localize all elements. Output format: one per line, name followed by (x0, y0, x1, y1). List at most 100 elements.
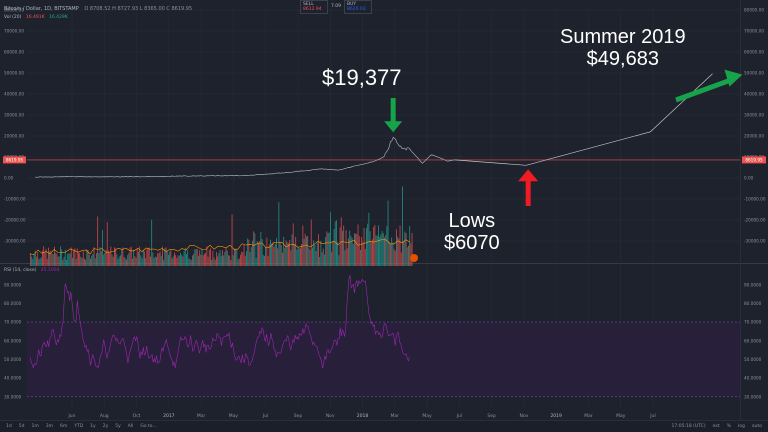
volume-bar (168, 254, 169, 266)
volume-bar (121, 249, 123, 266)
volume-bar (255, 258, 257, 266)
volume-bar (73, 250, 75, 266)
volume-bar (202, 255, 204, 266)
symbol-title[interactable]: Bitcoin / Dollar, 1D, BITSTAMP (4, 6, 79, 12)
volume-bar (153, 257, 155, 266)
timeframe-goto[interactable]: Go to... (140, 424, 157, 429)
volume-bar (321, 252, 323, 266)
timeframe-6m[interactable]: 6m (59, 424, 68, 429)
sell-button[interactable]: SELL 8612.94 (300, 0, 328, 14)
timeframe-1m[interactable]: 1m (31, 424, 39, 429)
volume-bar (182, 256, 184, 266)
volume-bar (86, 249, 88, 266)
volume-bar (248, 239, 250, 266)
volume-bar (61, 249, 63, 266)
volume-bar (31, 256, 33, 266)
volume-bar (192, 255, 193, 266)
volume-bar (195, 249, 197, 266)
volume-bar (349, 230, 351, 266)
timeframe-all[interactable]: All (127, 424, 134, 429)
buy-price: 8620.03 (347, 7, 366, 12)
sell-label: SELL (303, 2, 314, 7)
volume-bar (39, 258, 41, 266)
volume-bar (160, 255, 162, 266)
scale-toggle-ext[interactable]: ext (712, 424, 720, 429)
volume-bar (204, 253, 205, 266)
volume-bar (301, 244, 303, 266)
timeframe-5d[interactable]: 5d (18, 424, 25, 429)
volume-bar (267, 255, 269, 266)
timeframe-1d[interactable]: 1d (6, 424, 12, 429)
rsi-line (29, 275, 410, 369)
volume-bar (309, 249, 311, 266)
volume-bar (343, 225, 345, 266)
scale-toggle-percent[interactable]: % (726, 424, 731, 429)
volume-bar (284, 247, 286, 266)
timeframe-3m[interactable]: 3m (45, 424, 53, 429)
volume-bar (327, 233, 329, 266)
volume-bar (138, 251, 139, 266)
volume-bar (49, 251, 51, 266)
rsi-legend[interactable]: RSI (14, close) 45.1004 (4, 268, 59, 273)
rsi-band (27, 322, 740, 397)
volume-bar (247, 238, 249, 266)
peak-label: $19,377 (322, 65, 402, 90)
volume-bar (198, 255, 199, 266)
buy-button[interactable]: BUY 8620.03 (344, 0, 372, 14)
volume-bar (277, 248, 279, 266)
scale-toggle-log[interactable]: log (737, 424, 745, 429)
target-label-line1: Summer 2019 (560, 26, 686, 48)
volume-bar (225, 247, 227, 266)
volume-bar (181, 254, 183, 266)
y-axis-label-left: 70000.00 (4, 29, 24, 34)
rsi-axis-label-right: 70.0000 (744, 320, 762, 325)
volume-bar (139, 246, 141, 266)
volume-bar (169, 251, 171, 266)
trade-panel: SELL 8612.94 7.09 BUY 8620.03 (300, 0, 372, 14)
y-axis-label-right: 30000.00 (744, 113, 764, 118)
rsi-axis-label-left: 40.0000 (4, 376, 22, 381)
volume-bar (60, 246, 61, 266)
timeframe-ytd[interactable]: YTD (74, 424, 84, 429)
volume-bar (110, 246, 112, 266)
volume-bar (312, 247, 313, 266)
volume-bar (236, 249, 238, 266)
volume-bar (374, 224, 376, 266)
x-axis-label: 2019 (550, 413, 562, 419)
volume-bar (330, 212, 331, 266)
volume-bar (378, 225, 379, 266)
volume-bar (290, 250, 292, 266)
volume-bar (252, 240, 253, 266)
y-axis-label-right: 50000.00 (744, 71, 764, 76)
timeframe-2y[interactable]: 2y (102, 424, 109, 429)
volume-bar (229, 255, 231, 266)
timeframe-1y[interactable]: 1y (90, 424, 96, 429)
volume-bar (130, 246, 132, 266)
volume-bar (42, 250, 43, 266)
volume-bar (337, 242, 339, 266)
volume-bar (208, 249, 210, 266)
volume-bar (266, 237, 268, 266)
volume-bar (388, 241, 390, 266)
volume-bar (106, 221, 108, 266)
y-axis-label-left: 30000.00 (4, 113, 24, 118)
volume-bar (162, 246, 163, 266)
volume-bar (240, 254, 241, 266)
volume-bar (40, 257, 42, 266)
volume-bar (306, 236, 307, 266)
volume-bar (222, 250, 223, 266)
volume-bar (283, 236, 285, 266)
volume-bar (97, 216, 99, 266)
scale-toggle-auto[interactable]: auto (751, 424, 762, 429)
y-axis-label-left: 20000.00 (4, 134, 24, 139)
timeframe-5y[interactable]: 5y (115, 424, 121, 429)
volume-bar (76, 248, 78, 266)
volume-bar (63, 256, 65, 266)
current-price-tag-left-text: 8619.95 (6, 157, 24, 162)
x-axis-label: May (422, 413, 432, 419)
volume-bar (272, 242, 274, 266)
volume-bar (158, 253, 160, 266)
volume-bar (67, 253, 69, 266)
volume-legend[interactable]: Vol (20) 16.491K 16.429K (4, 15, 68, 20)
